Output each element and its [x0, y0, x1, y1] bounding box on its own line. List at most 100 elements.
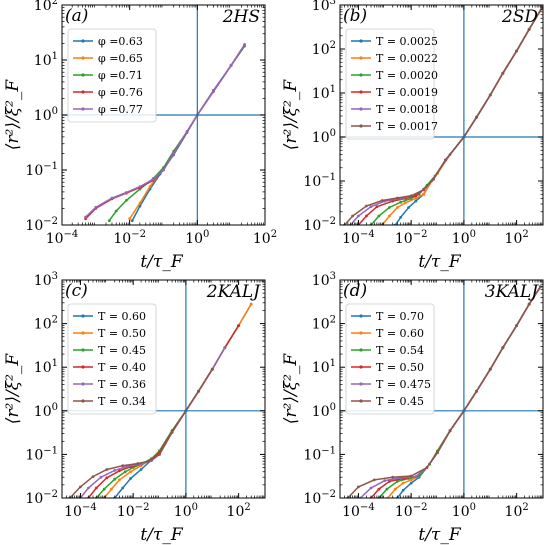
data-point: [488, 367, 492, 371]
legend-marker: [81, 314, 85, 318]
panel-tag: (b): [343, 6, 367, 26]
data-point: [197, 389, 200, 393]
y-axis-label: ⟨r²⟩/ξ²_F: [281, 79, 301, 151]
data-point: [123, 470, 127, 474]
y-tick-label: 10−1: [303, 172, 336, 190]
data-point: [91, 475, 95, 478]
legend-marker: [359, 348, 363, 352]
data-point: [249, 302, 253, 306]
data-point: [399, 200, 403, 204]
panel-title: 2HS: [222, 7, 260, 27]
data-point: [162, 168, 165, 172]
legend-label: T = 0.40: [98, 361, 146, 374]
y-tick-label: 103: [34, 271, 58, 289]
panel-tag: (a): [65, 6, 88, 26]
data-point: [87, 486, 90, 490]
data-point: [414, 475, 418, 478]
x-axis-label: t/τ_F: [418, 525, 461, 545]
data-point: [388, 206, 391, 209]
data-point: [139, 468, 143, 471]
data-point: [129, 477, 133, 480]
data-point: [128, 217, 132, 221]
data-point: [365, 214, 368, 218]
y-tick-label: 101: [34, 358, 58, 376]
data-point: [396, 206, 399, 209]
y-tick-label: 10−2: [303, 489, 336, 507]
data-point: [138, 185, 142, 189]
axes-frame: [61, 279, 266, 499]
y-tick-label: 101: [34, 51, 58, 69]
data-point: [372, 478, 376, 482]
panel-d: 10−4 10−2 100 102 10−2 10−1 100 101 102 103 (d) 3KA…: [281, 271, 544, 545]
data-point: [94, 205, 98, 209]
y-tick-label: 100: [34, 402, 58, 420]
series-line-b-5: [344, 7, 543, 225]
legend-marker: [359, 331, 363, 335]
legend-label: T = 0.0018: [376, 103, 438, 116]
legend-label: T = 0.45: [98, 344, 146, 357]
legend-label: φ =0.63: [98, 35, 143, 48]
legend-label: T = 0.0017: [376, 120, 438, 133]
x-tick-label: 102: [227, 502, 251, 520]
series-line-c-5: [69, 368, 213, 498]
data-point: [105, 468, 109, 471]
data-point: [121, 464, 125, 468]
legend-marker: [359, 399, 363, 403]
data-point: [79, 485, 82, 489]
data-point: [401, 488, 405, 492]
data-point: [107, 219, 111, 223]
x-tick-label: 102: [253, 229, 277, 247]
data-point: [138, 201, 142, 205]
data-point: [151, 177, 155, 181]
legend-label: T = 0.36: [98, 378, 146, 391]
minor-ticks: [340, 280, 543, 498]
legend-marker: [81, 73, 85, 77]
data-point: [377, 214, 381, 218]
data-point: [409, 481, 413, 485]
data-point: [377, 487, 381, 491]
legend-marker: [81, 90, 85, 94]
data-point: [185, 130, 189, 134]
data-point: [243, 43, 247, 47]
data-point: [118, 478, 121, 482]
x-tick-label: 100: [452, 502, 476, 520]
data-point: [388, 214, 391, 218]
data-point: [488, 93, 492, 97]
x-tick-label: 10−4: [46, 229, 79, 247]
data-point: [448, 429, 452, 433]
data-point: [527, 302, 531, 306]
minor-ticks: [62, 280, 265, 498]
x-tick-label: 102: [505, 229, 529, 247]
data-point: [125, 199, 128, 202]
legend-marker: [81, 331, 85, 335]
legend-label: φ =0.71: [98, 69, 143, 82]
data-point: [121, 486, 125, 490]
legend-label: T = 0.60: [376, 327, 424, 340]
minor-ticks: [340, 5, 543, 225]
data-point: [422, 188, 426, 192]
panel-tag: (c): [65, 281, 88, 301]
data-point: [539, 285, 542, 289]
data-point: [118, 469, 121, 473]
data-point: [385, 487, 389, 491]
legend-label: T = 0.0020: [376, 69, 438, 82]
legend-label: T = 0.50: [98, 327, 146, 340]
legend-label: T = 0.0019: [376, 86, 438, 99]
panel-title: 2SD: [501, 7, 538, 27]
legend-box: [345, 303, 435, 415]
legend-label: T = 0.34: [98, 395, 146, 408]
y-tick-label: 100: [312, 402, 336, 420]
data-point: [501, 71, 505, 75]
y-tick-label: 102: [34, 0, 58, 14]
x-tick-label: 10−4: [64, 502, 97, 520]
legend-marker: [81, 365, 85, 369]
y-tick-label: 10−1: [303, 445, 336, 463]
data-point: [158, 453, 161, 456]
x-axis-label: t/τ_F: [140, 525, 183, 545]
data-point: [229, 63, 233, 67]
legend-marker: [359, 90, 363, 94]
legend-marker: [359, 314, 363, 318]
legend: φ =0.63 φ =0.65 φ =0.71 φ =0.76 φ =0.77: [67, 28, 157, 123]
x-tick-label: 10−2: [395, 229, 428, 247]
legend-marker: [81, 107, 85, 111]
